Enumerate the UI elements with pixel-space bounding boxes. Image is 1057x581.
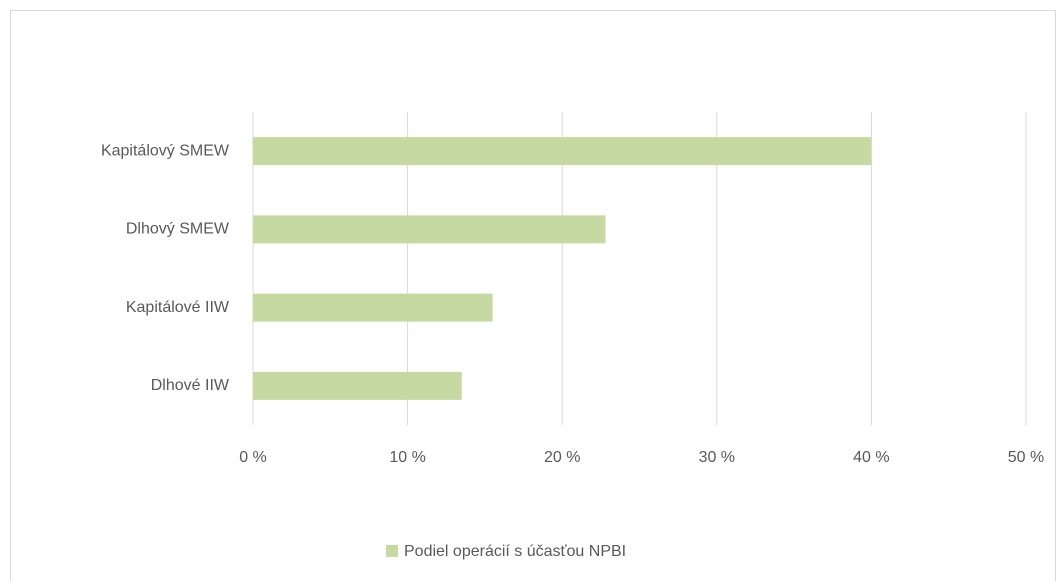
x-tick-label: 40 % xyxy=(853,449,889,466)
bar xyxy=(253,293,493,322)
bar xyxy=(253,371,462,400)
chart-border xyxy=(10,10,1056,581)
legend-swatch xyxy=(386,545,398,557)
y-tick-label: Kapitálový SMEW xyxy=(101,142,230,159)
y-tick-label: Dlhové IIW xyxy=(151,377,230,394)
bar xyxy=(253,137,872,166)
bar xyxy=(253,215,606,244)
x-tick-label: 50 % xyxy=(1008,449,1044,466)
x-tick-label: 30 % xyxy=(699,449,735,466)
y-tick-label: Kapitálové IIW xyxy=(126,299,230,316)
y-tick-label: Dlhový SMEW xyxy=(126,221,230,238)
x-tick-label: 10 % xyxy=(389,449,425,466)
legend-label: Podiel operácií s účasťou NPBI xyxy=(404,543,626,560)
x-tick-label: 20 % xyxy=(544,449,580,466)
x-tick-label: 0 % xyxy=(239,449,267,466)
